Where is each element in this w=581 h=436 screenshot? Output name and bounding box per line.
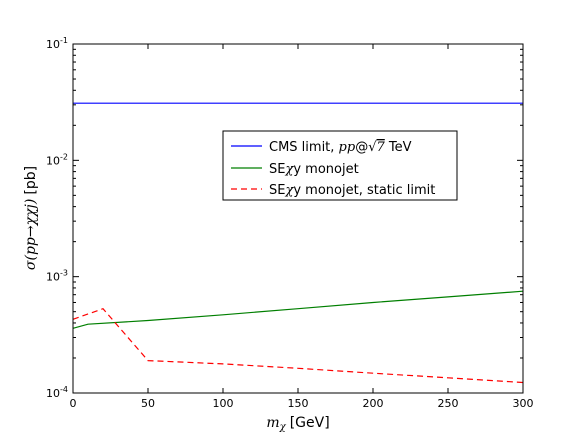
x-axis-label: mχ [GeV] xyxy=(266,415,329,433)
x-tick-label: 300 xyxy=(513,397,534,410)
series-line-1 xyxy=(72,290,524,329)
legend-label-static: SEχy monojet, static limit xyxy=(269,183,435,198)
x-tick-label: 250 xyxy=(438,397,459,410)
series-line-2 xyxy=(72,307,524,384)
y-tick-label: 10-2 xyxy=(46,152,68,167)
legend: CMS limit, pp@√7 TeV SEχy monojet SEχy m… xyxy=(222,130,458,201)
y-tick-label: 10-3 xyxy=(46,269,68,284)
legend-label-cms: CMS limit, pp@√7 TeV xyxy=(269,140,412,155)
x-tick-label: 150 xyxy=(288,397,309,410)
y-tick-label: 10-4 xyxy=(46,385,68,400)
y-tick-label: 10-1 xyxy=(46,36,68,51)
y-axis-label: σ(pp→χχj)[pb] xyxy=(23,166,39,270)
y-axis-ticks: 10-4 10-3 10-2 10-1 xyxy=(46,36,523,400)
x-tick-label: 50 xyxy=(141,397,155,410)
plot-series-group xyxy=(72,102,524,384)
x-tick-label: 200 xyxy=(363,397,384,410)
legend-label-monojet: SEχy monojet xyxy=(269,162,359,177)
x-axis-ticks: 0 50 100 150 200 250 300 xyxy=(70,44,534,410)
x-tick-label: 100 xyxy=(213,397,234,410)
x-tick-label: 0 xyxy=(70,397,77,410)
